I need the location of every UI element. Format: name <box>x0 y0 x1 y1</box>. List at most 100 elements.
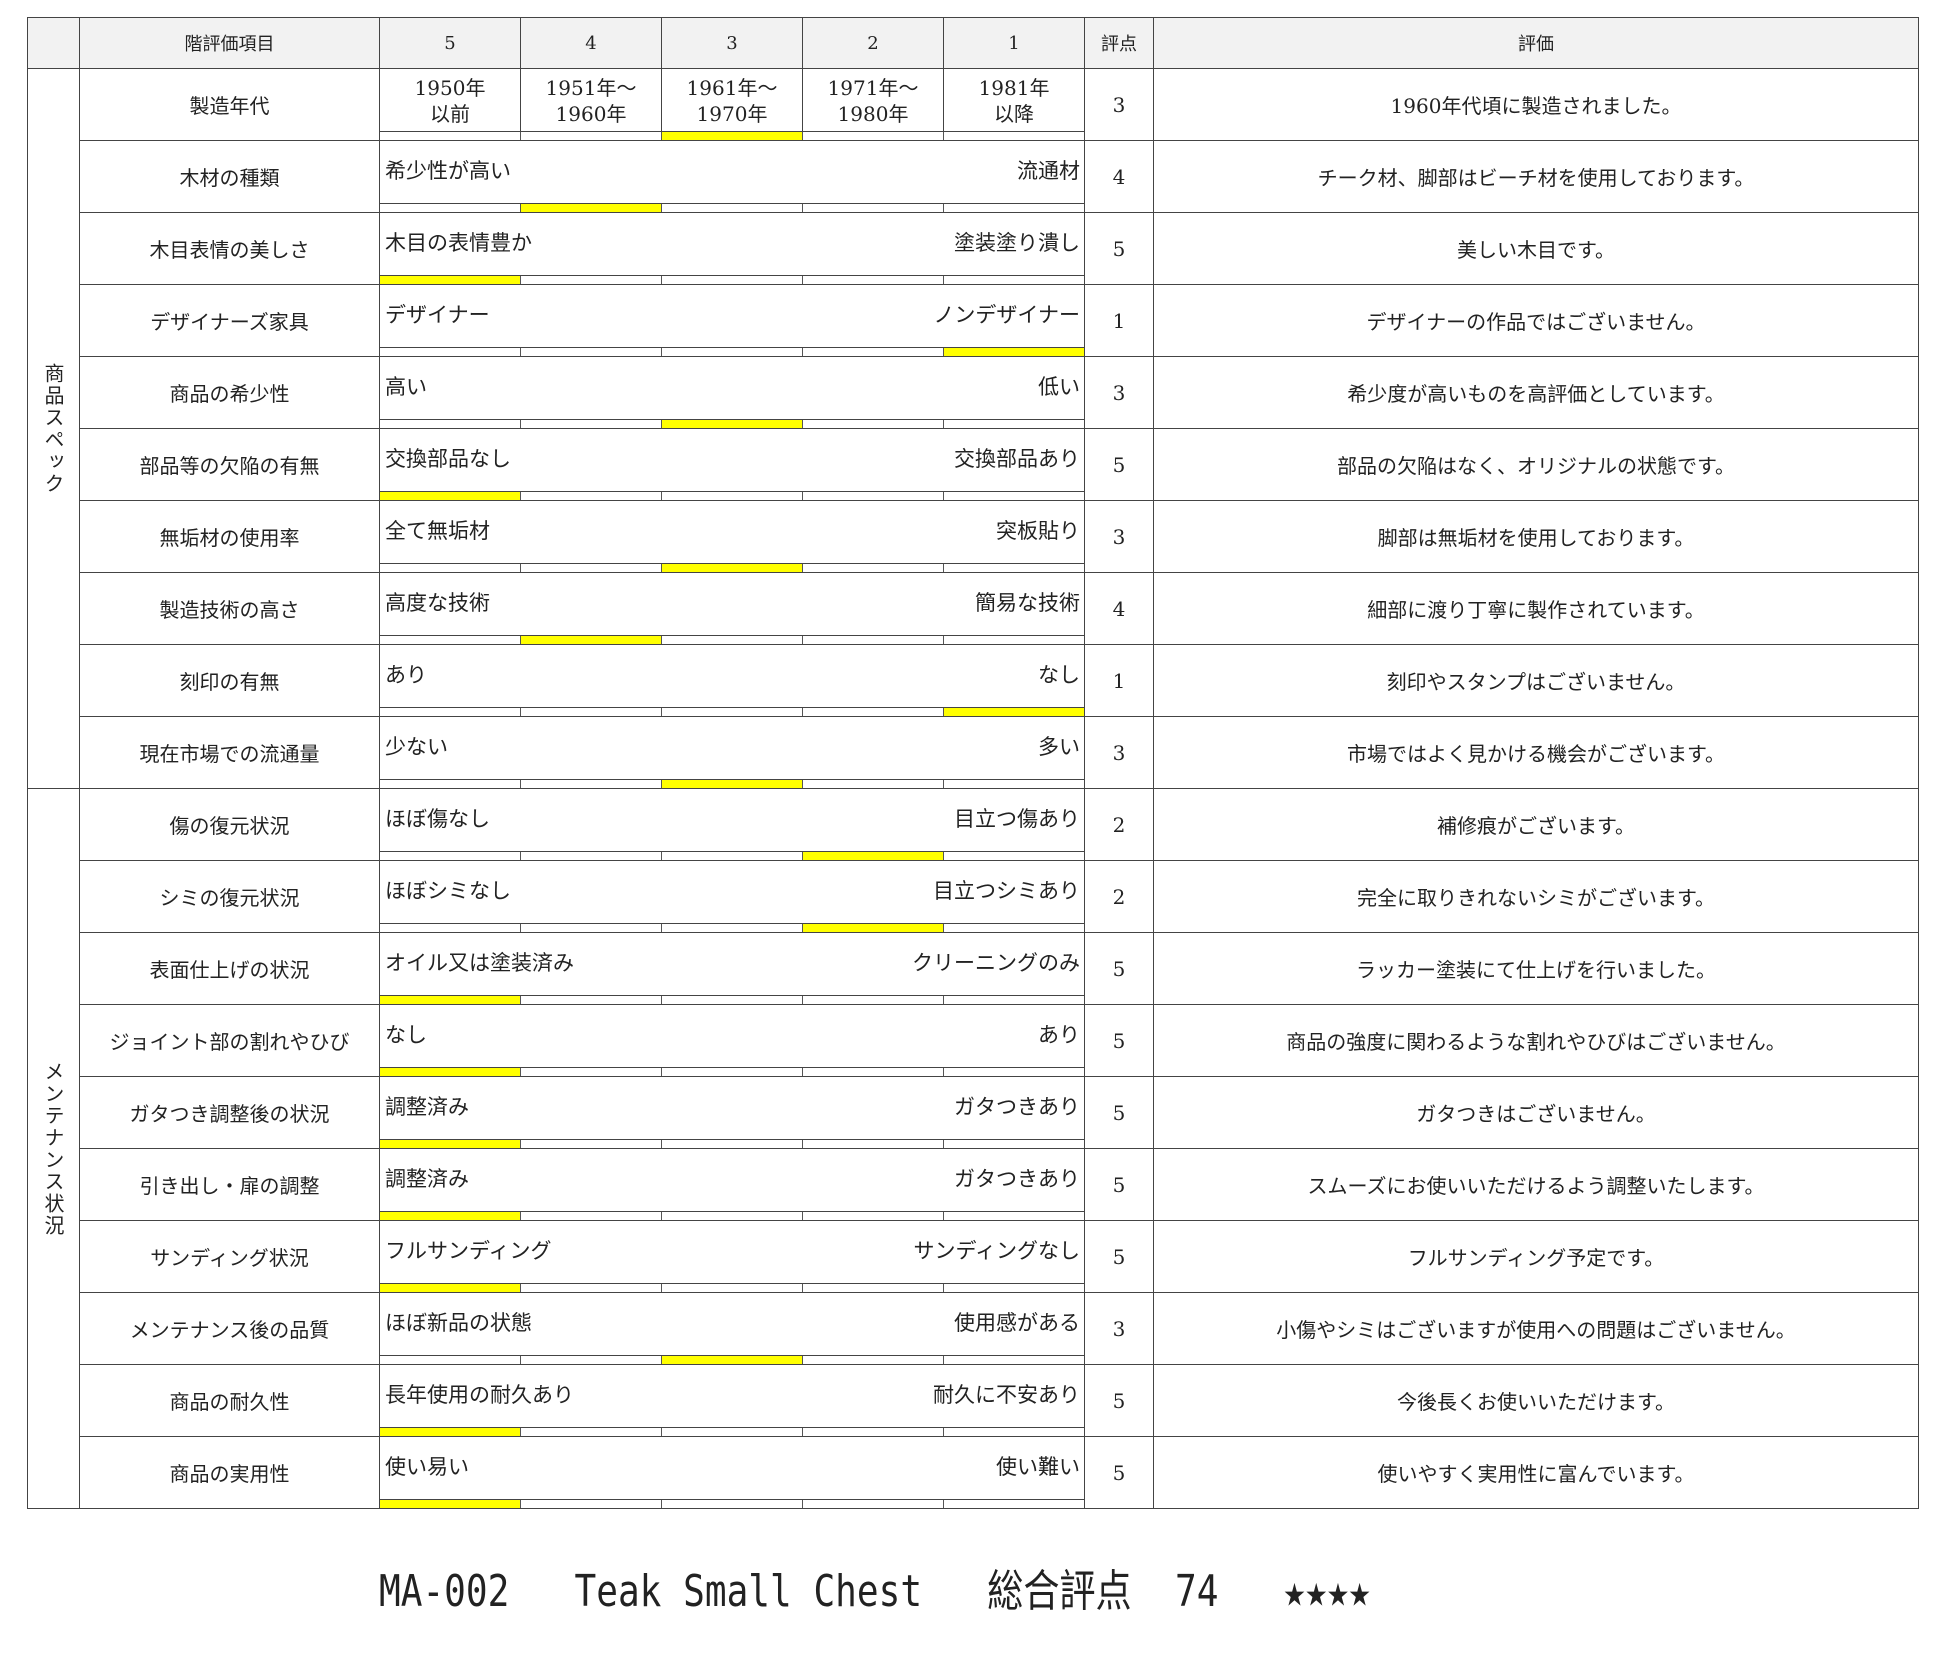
item-name: 製造技術の高さ <box>79 572 380 645</box>
table-row: ガタつき調整後の状況 調整済み ガタつきあり 5 ガタつきはございません。 <box>28 1076 1919 1149</box>
rating-strip <box>380 1139 1084 1148</box>
table-row: 無垢材の使用率 全て無垢材 突板貼り 3 脚部は無垢材を使用しております。 <box>28 500 1919 573</box>
rating-marker <box>662 420 803 428</box>
rating-slot <box>662 852 803 860</box>
rating-scale: 希少性が高い 流通材 <box>379 140 1085 213</box>
header-level-3: 3 <box>661 17 803 69</box>
rating-marker <box>944 708 1084 716</box>
item-name: 商品の耐久性 <box>79 1364 380 1437</box>
comment: ラッカー塗装にて仕上げを行いました。 <box>1153 932 1919 1005</box>
rating-slot <box>662 348 803 356</box>
rating-slot <box>662 1284 803 1292</box>
scale-right-label: 塗装塗り潰し <box>954 231 1080 255</box>
rating-slot <box>803 1428 944 1436</box>
score: 5 <box>1084 1364 1154 1437</box>
table-row: 木目表情の美しさ 木目の表情豊か 塗装塗り潰し 5 美しい木目です。 <box>28 212 1919 285</box>
rating-slot <box>662 492 803 500</box>
rating-marker <box>380 1428 521 1436</box>
rating-slot <box>944 636 1084 644</box>
rating-slot <box>944 1068 1084 1076</box>
rating-slot <box>380 420 521 428</box>
rating-marker <box>380 1068 521 1076</box>
item-name: 製造年代 <box>79 68 380 141</box>
scale-right-label: 交換部品あり <box>954 447 1080 471</box>
rating-scale: 少ない 多い <box>379 716 1085 789</box>
rating-slot <box>944 1356 1084 1364</box>
item-name: 無垢材の使用率 <box>79 500 380 573</box>
rating-strip <box>380 707 1084 716</box>
score: 3 <box>1084 500 1154 573</box>
table-row: シミの復元状況 ほぼシミなし 目立つシミあり 2 完全に取りきれないシミがございます。 <box>28 860 1919 933</box>
rating-slot <box>662 1140 803 1148</box>
rating-slot <box>521 420 662 428</box>
score: 4 <box>1084 572 1154 645</box>
scale-left-label: 高い <box>385 375 427 399</box>
rating-slot <box>803 1140 944 1148</box>
scale-left-label: なし <box>385 1023 427 1047</box>
rating-strip <box>380 131 1084 140</box>
scale-left-label: デザイナー <box>385 303 490 327</box>
score: 5 <box>1084 1076 1154 1149</box>
comment: 商品の強度に関わるような割れやひびはございません。 <box>1153 1004 1919 1077</box>
scale-right-label: 流通材 <box>1017 159 1080 183</box>
rating-slot <box>521 1428 662 1436</box>
rating-slot <box>380 636 521 644</box>
score: 5 <box>1084 428 1154 501</box>
rating-slot <box>521 1284 662 1292</box>
comment: チーク材、脚部はビーチ材を使用しております。 <box>1153 140 1919 213</box>
scale-right-label: 使い難い <box>996 1455 1080 1479</box>
rating-marker <box>803 852 944 860</box>
rating-slot <box>803 564 944 572</box>
rating-slot <box>803 996 944 1004</box>
rating-slot <box>662 204 803 212</box>
scale-right-label: 目立つ傷あり <box>954 807 1080 831</box>
rating-slot <box>803 420 944 428</box>
comment: スムーズにお使いいただけるよう調整いたします。 <box>1153 1148 1919 1221</box>
rating-slot <box>521 1500 662 1508</box>
score: 3 <box>1084 356 1154 429</box>
comment: 小傷やシミはございますが使用への問題はございません。 <box>1153 1292 1919 1365</box>
score: 3 <box>1084 1292 1154 1365</box>
scale-left-label: 交換部品なし <box>385 447 511 471</box>
rating-marker <box>380 1284 521 1292</box>
score: 4 <box>1084 140 1154 213</box>
scale-right-label: ガタつきあり <box>954 1167 1080 1191</box>
rating-slot <box>521 564 662 572</box>
scale-left-label: ほぼ新品の状態 <box>385 1311 532 1335</box>
rating-slot <box>662 1500 803 1508</box>
rating-scale: オイル又は塗装済み クリーニングのみ <box>379 932 1085 1005</box>
rating-marker <box>521 636 662 644</box>
total-label: 総合評点 <box>987 1566 1132 1617</box>
total-score: 74 <box>1175 1566 1219 1617</box>
rating-slot <box>380 708 521 716</box>
rating-strip <box>380 1067 1084 1076</box>
score: 5 <box>1084 1436 1154 1509</box>
item-name: 商品の実用性 <box>79 1436 380 1509</box>
score: 2 <box>1084 788 1154 861</box>
item-name: 引き出し・扉の調整 <box>79 1148 380 1221</box>
item-name: 刻印の有無 <box>79 644 380 717</box>
scale-right-label: 低い <box>1038 375 1080 399</box>
rating-slot <box>944 1140 1084 1148</box>
table-row: 現在市場での流通量 少ない 多い 3 市場ではよく見かける機会がございます。 <box>28 716 1919 789</box>
score: 5 <box>1084 1220 1154 1293</box>
header-level-4: 4 <box>520 17 662 69</box>
rating-slot <box>803 492 944 500</box>
rating-strip <box>380 1283 1084 1292</box>
rating-marker <box>803 924 944 932</box>
rating-strip <box>380 635 1084 644</box>
year-ranges: 1950年 以前 1951年～ 1960年 1961年～ 1970年 1971年～ 1… <box>380 69 1084 131</box>
rating-slot <box>380 924 521 932</box>
rating-slot <box>662 1428 803 1436</box>
comment: 脚部は無垢材を使用しております。 <box>1153 500 1919 573</box>
rating-slot <box>944 276 1084 284</box>
rating-slot <box>521 1068 662 1076</box>
table-row: 刻印の有無 あり なし 1 刻印やスタンプはございません。 <box>28 644 1919 717</box>
header-level-1: 1 <box>943 17 1085 69</box>
rating-slot <box>521 1140 662 1148</box>
rating-slot <box>944 1500 1084 1508</box>
rating-marker <box>380 276 521 284</box>
rating-marker <box>380 996 521 1004</box>
scale-left-label: あり <box>385 663 427 687</box>
item-name: 現在市場での流通量 <box>79 716 380 789</box>
